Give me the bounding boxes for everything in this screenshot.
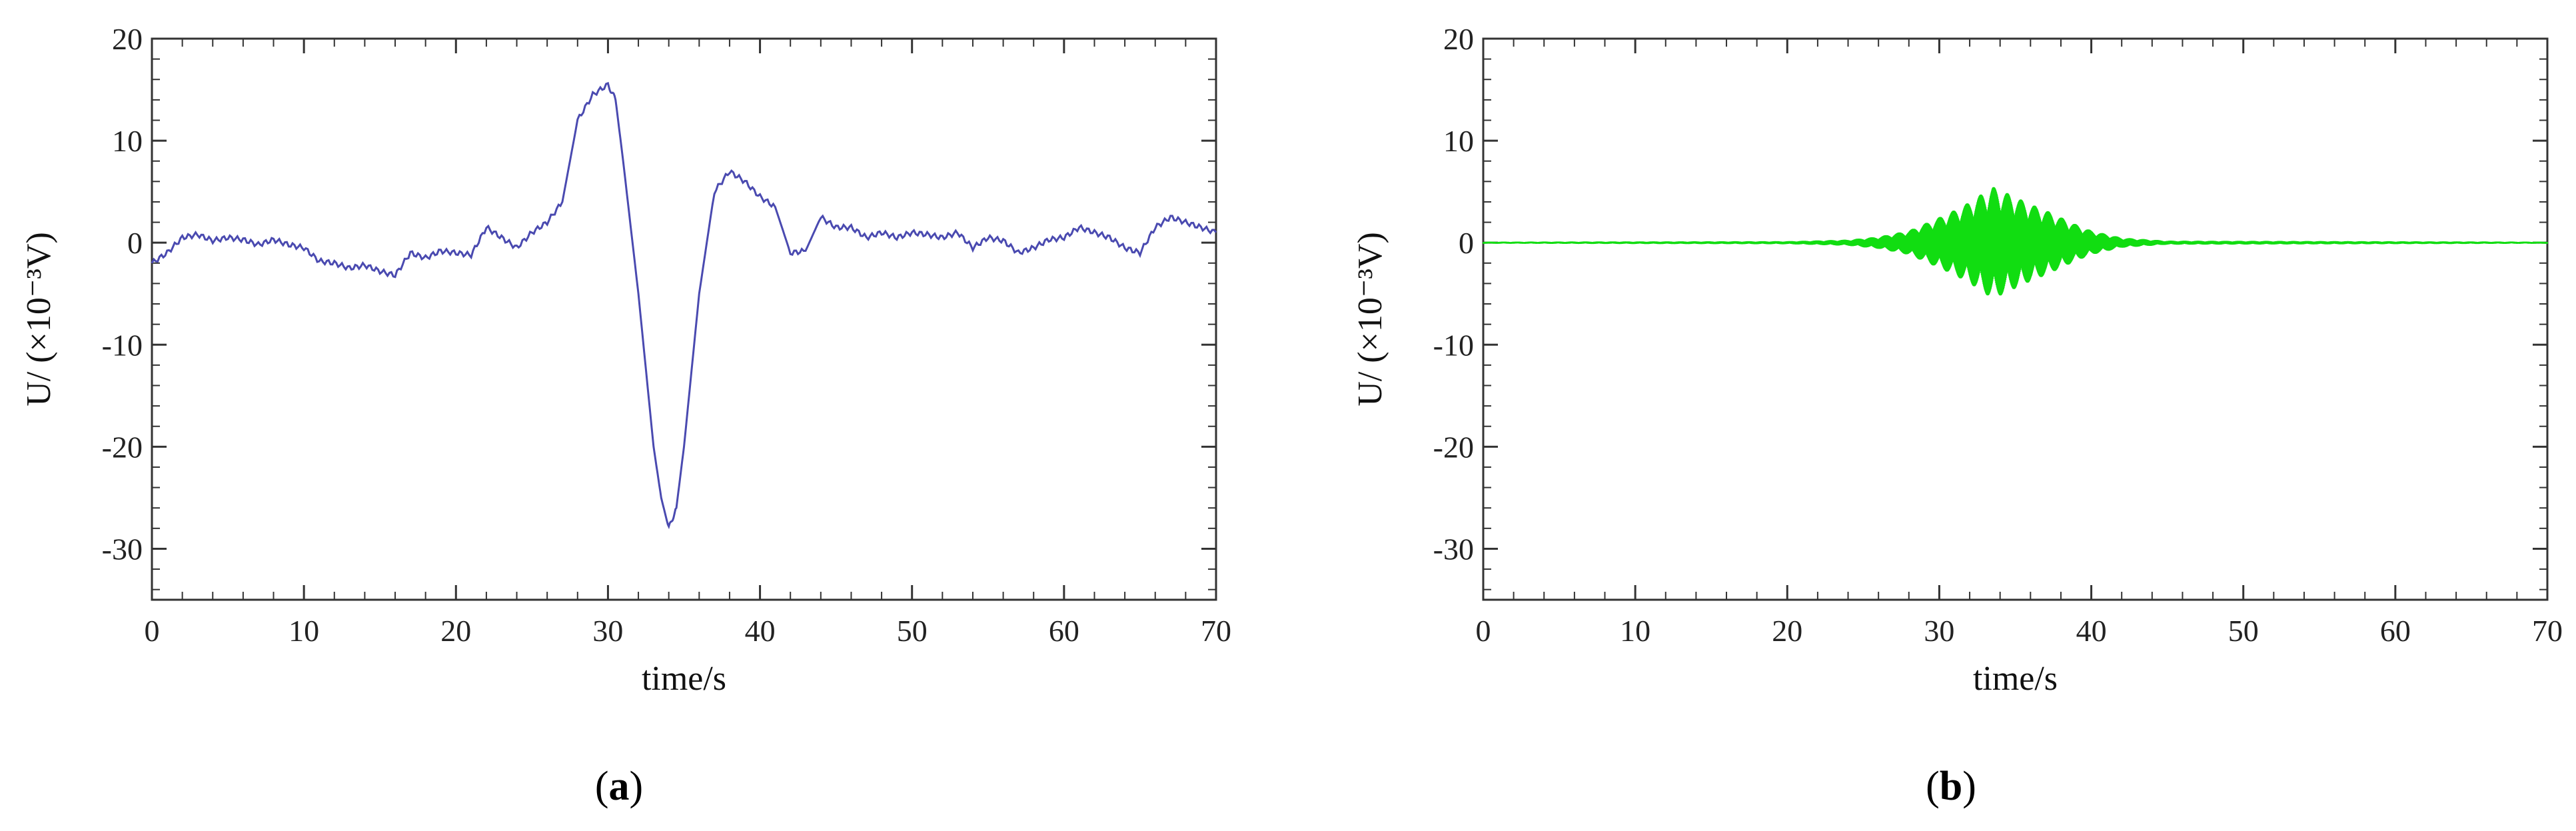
x-tick-label: 30	[1924, 614, 1954, 648]
panel-label-letter: a	[609, 764, 630, 809]
x-tick-label: 40	[745, 614, 776, 648]
series-oscillation	[1483, 187, 2548, 296]
chart-panel-b: 0 10 20 30 40 50 60 70 20 10 0 -10 -20 -30 time/s U/ (×…	[1351, 22, 2563, 809]
panel-label-paren-open: (	[1926, 764, 1940, 809]
y-tick-label: 0	[127, 226, 143, 260]
x-tick-label: 60	[2380, 614, 2411, 648]
x-tick-label: 20	[1772, 614, 1802, 648]
y-tick-label: 20	[1443, 22, 1474, 56]
panel-label-paren-close: )	[630, 764, 644, 809]
y-tick-label: 10	[112, 124, 143, 158]
panel-label-letter: b	[1940, 764, 1962, 809]
panel-label-paren-open: (	[595, 764, 609, 809]
panel-label-paren-close: )	[1962, 764, 1976, 809]
x-tick-label: 10	[289, 614, 319, 648]
x-tick-label: 70	[2532, 614, 2563, 648]
panel-label: (b)	[1926, 764, 1976, 809]
y-tick-label: -20	[102, 430, 143, 464]
x-tick-label: 20	[440, 614, 471, 648]
panel-label: (a)	[595, 764, 643, 809]
y-tick-label: -10	[1433, 328, 1474, 362]
x-tick-label: 60	[1049, 614, 1079, 648]
chart-panel-a: 0 10 20 30 40 50 60 70 20 10 0 -10 -20 -30 time/s U/ (×…	[20, 22, 1231, 809]
y-tick-label: 10	[1443, 124, 1474, 158]
x-axis-label: time/s	[1973, 660, 2058, 698]
x-tick-label: 0	[1476, 614, 1491, 648]
x-tick-label: 50	[2228, 614, 2259, 648]
plot-frame	[151, 37, 1217, 601]
plot-frame	[1482, 37, 2549, 601]
series-line	[151, 81, 1217, 530]
x-axis-label: time/s	[642, 660, 726, 698]
y-tick-label: -30	[1433, 532, 1474, 566]
x-tick-label: 40	[2076, 614, 2107, 648]
x-tick-label: 50	[897, 614, 928, 648]
x-tick-label: 10	[1620, 614, 1650, 648]
y-tick-label: 0	[1459, 226, 1474, 260]
y-tick-label: 20	[112, 22, 143, 56]
x-tick-label: 0	[145, 614, 160, 648]
x-tick-label: 70	[1201, 614, 1231, 648]
y-tick-label: -30	[102, 532, 143, 566]
y-tick-label: -10	[102, 328, 143, 362]
x-tick-label: 30	[592, 614, 623, 648]
y-axis-label: U/ (×10⁻³V)	[20, 232, 58, 407]
y-axis-label: U/ (×10⁻³V)	[1351, 232, 1389, 407]
y-tick-label: -20	[1433, 430, 1474, 464]
